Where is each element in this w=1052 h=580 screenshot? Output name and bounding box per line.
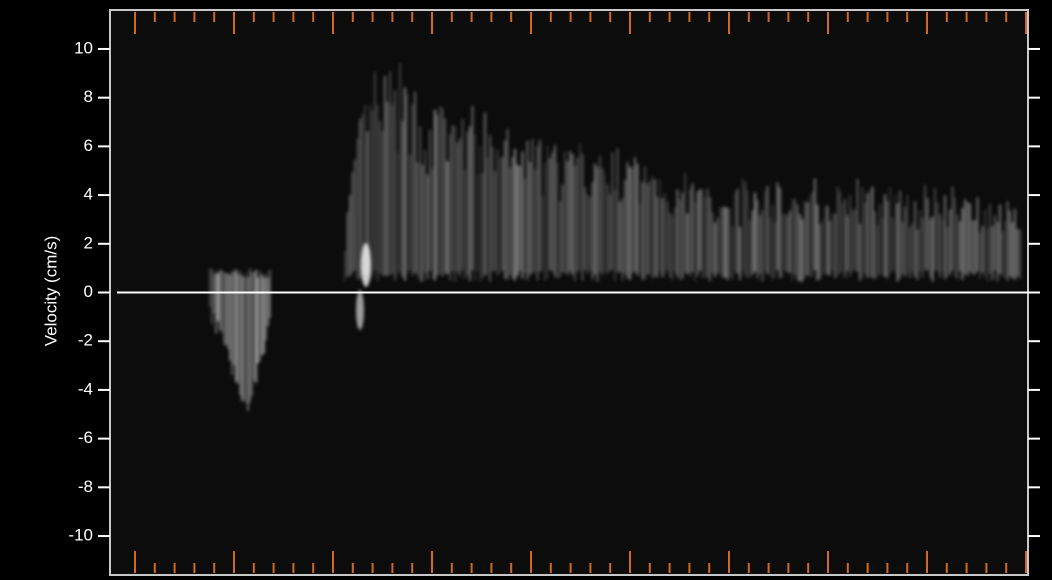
y-tick-label: 6 — [84, 136, 93, 155]
y-tick-label: 8 — [84, 87, 93, 106]
y-tick-label: -8 — [78, 477, 93, 496]
y-tick-label: 4 — [84, 185, 93, 204]
y-tick-label: 2 — [84, 233, 93, 252]
time-ticks — [134, 12, 1027, 573]
y-tick-label: 10 — [74, 38, 93, 57]
y-tick-label: -10 — [68, 526, 93, 545]
y-tick-label: -6 — [78, 428, 93, 447]
bright-spot — [356, 290, 364, 330]
y-tick-label: -2 — [78, 331, 93, 350]
bright-spot — [361, 243, 371, 287]
y-axis-label: Velocity (cm/s) — [41, 236, 60, 347]
y-tick-label: 0 — [84, 282, 93, 301]
y-tick-label: -4 — [78, 379, 93, 398]
spectrogram — [209, 62, 1021, 411]
